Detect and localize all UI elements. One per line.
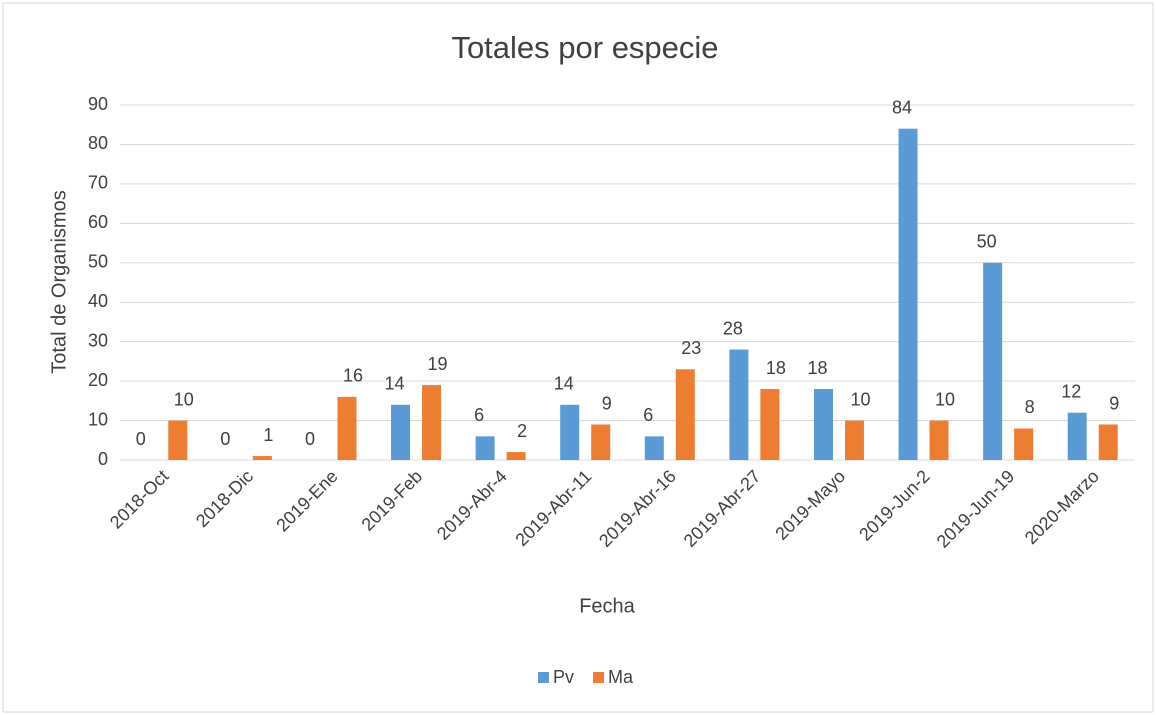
bar (1067, 412, 1087, 460)
bar (591, 424, 611, 460)
data-label: 10 (935, 389, 955, 409)
bar (813, 389, 833, 460)
data-label: 6 (474, 405, 484, 425)
y-tick-label: 70 (88, 173, 108, 193)
legend-label: Ma (608, 667, 634, 687)
y-tick-label: 60 (88, 212, 108, 232)
bar (506, 452, 526, 460)
data-label: 8 (1025, 397, 1035, 417)
data-label: 23 (681, 338, 701, 358)
data-label: 0 (220, 429, 230, 449)
y-tick-label: 80 (88, 133, 108, 153)
data-label: 16 (343, 366, 363, 386)
bar (983, 262, 1003, 460)
bar (675, 369, 695, 460)
data-label: 50 (977, 232, 997, 252)
y-tick-label: 40 (88, 291, 108, 311)
bar (929, 420, 949, 460)
data-label: 28 (723, 318, 743, 338)
y-tick-label: 10 (88, 409, 108, 429)
data-label: 14 (554, 374, 574, 394)
data-label: 9 (1109, 393, 1119, 413)
data-label: 18 (766, 358, 786, 378)
legend-label: Pv (553, 667, 574, 687)
bar (898, 128, 918, 460)
legend-swatch (593, 672, 604, 683)
data-label: 12 (1061, 381, 1081, 401)
chart-title: Totales por especie (451, 30, 718, 65)
data-label: 9 (602, 393, 612, 413)
y-axis-title: Total de Organismos (48, 190, 70, 373)
y-tick-label: 20 (88, 370, 108, 390)
bar (1014, 428, 1034, 460)
data-label: 10 (850, 389, 870, 409)
data-label: 10 (174, 389, 194, 409)
bar (337, 396, 357, 460)
data-label: 84 (892, 97, 912, 117)
data-label: 0 (305, 429, 315, 449)
data-label: 2 (517, 421, 527, 441)
bar (644, 436, 664, 460)
bar (168, 420, 188, 460)
legend-swatch (538, 672, 549, 683)
bar (560, 404, 580, 460)
data-label: 14 (385, 374, 405, 394)
data-label: 18 (807, 358, 827, 378)
y-tick-label: 50 (88, 252, 108, 272)
bar (1098, 424, 1118, 460)
bar (252, 456, 272, 460)
bar (475, 436, 495, 460)
data-label: 6 (643, 405, 653, 425)
bar (760, 389, 780, 460)
y-tick-label: 0 (98, 449, 108, 469)
y-tick-label: 30 (88, 330, 108, 350)
x-axis-title: Fecha (579, 595, 635, 617)
data-label: 0 (136, 429, 146, 449)
data-label: 1 (263, 425, 273, 445)
bar (729, 349, 749, 460)
y-tick-label: 90 (88, 94, 108, 114)
data-label: 19 (428, 354, 448, 374)
bar (391, 404, 411, 460)
bar (422, 385, 442, 460)
bar (844, 420, 864, 460)
